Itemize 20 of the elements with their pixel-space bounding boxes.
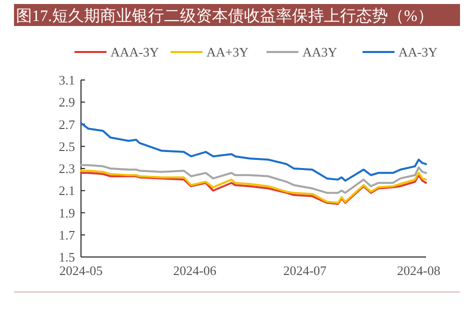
y-tick-label: 2.9 xyxy=(58,94,75,110)
x-tick-label: 2024-07 xyxy=(283,263,328,278)
line-series xyxy=(80,122,427,182)
y-tick-label: 2.1 xyxy=(58,183,75,198)
x-tick-label: 2024-08 xyxy=(396,263,440,278)
line-series xyxy=(80,164,427,194)
y-tick-label: 2.7 xyxy=(58,116,76,132)
legend-label: AA-3Y xyxy=(398,44,438,60)
y-tick-label: 1.5 xyxy=(58,250,75,265)
y-tick-label: 1.7 xyxy=(58,227,76,242)
x-tick-label: 2024-05 xyxy=(59,263,103,278)
chart-title: 图17.短久期商业银行二级资本债收益率保持上行态势（%） xyxy=(16,7,434,25)
y-tick-label: 1.9 xyxy=(58,205,75,220)
y-tick-label: 2.3 xyxy=(58,161,75,176)
legend-label: AA+3Y xyxy=(206,44,250,60)
legend-label: AAA-3Y xyxy=(110,44,160,60)
legend-label: AA3Y xyxy=(302,44,338,60)
x-tick-label: 2024-06 xyxy=(173,263,217,278)
y-tick-label: 2.5 xyxy=(58,138,75,154)
y-tick-label: 3.1 xyxy=(58,72,75,88)
